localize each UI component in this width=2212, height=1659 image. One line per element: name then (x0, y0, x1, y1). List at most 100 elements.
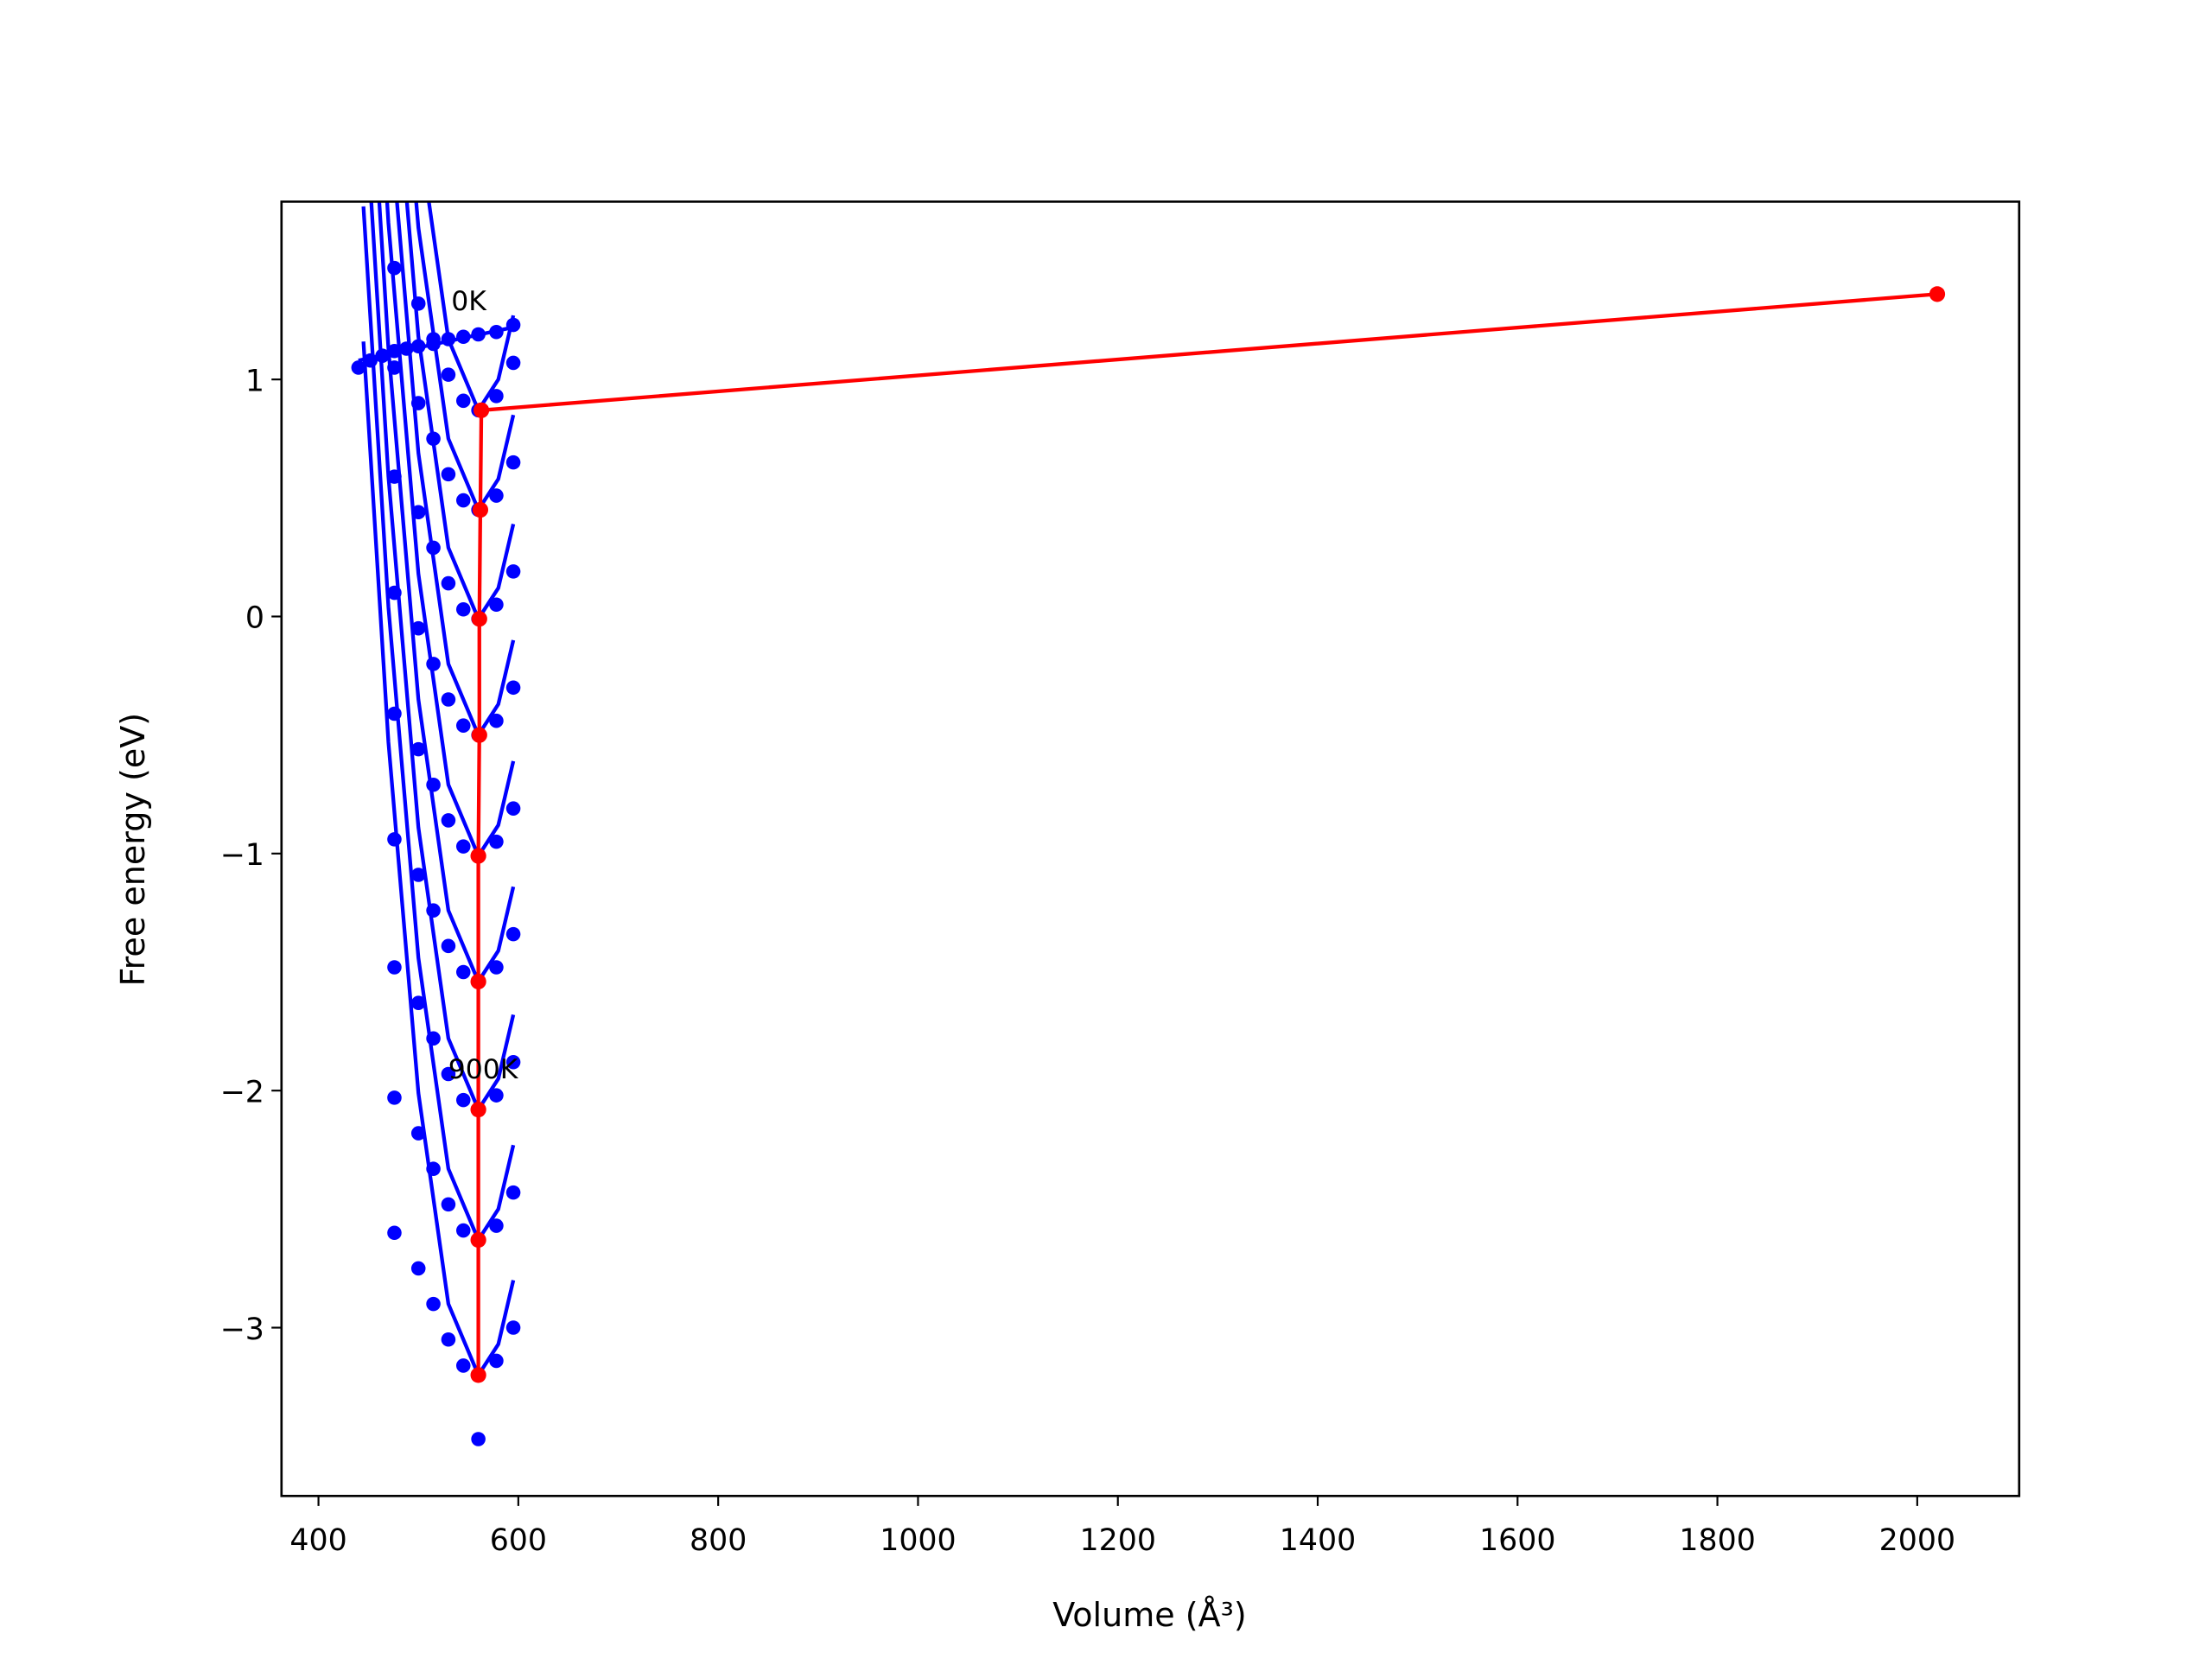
data-point (505, 801, 521, 816)
equilibrium-point (470, 1102, 486, 1118)
data-point (505, 564, 521, 579)
data-point (410, 741, 426, 757)
equilibrium-point (470, 973, 486, 990)
y-axis-label: Free energy (eV) (114, 713, 152, 987)
data-point (489, 960, 504, 975)
equilibrium-point (470, 1367, 486, 1383)
data-point (455, 1092, 471, 1108)
y-tick-label: −2 (220, 1075, 264, 1109)
equilibrium-point (471, 611, 487, 627)
data-point (441, 1066, 456, 1082)
data-point (455, 493, 471, 508)
data-point (426, 777, 441, 792)
data-point (426, 332, 441, 346)
data-point (505, 317, 521, 333)
data-point (410, 396, 426, 410)
fit-curve (404, 201, 516, 621)
equilibrium-point (470, 1231, 486, 1249)
fit-curve (361, 341, 516, 1377)
x-tick-label: 1600 (1479, 1523, 1555, 1558)
data-point (441, 367, 456, 382)
data-point (455, 1358, 471, 1373)
annotation: 0K (451, 286, 487, 317)
equilibrium-point (473, 402, 490, 418)
equilibrium-point (1929, 286, 1946, 302)
fit-curve (385, 201, 516, 858)
data-point (489, 713, 504, 728)
data-point (505, 926, 521, 942)
y-tick-label: −1 (220, 838, 264, 873)
data-point (387, 706, 402, 721)
data-point (426, 540, 441, 556)
data-point (387, 260, 402, 276)
equilibrium-line (476, 292, 1938, 1376)
data-point (489, 834, 504, 849)
data-point (426, 1161, 441, 1176)
data-point (489, 389, 504, 404)
data-point (410, 339, 426, 354)
equilibrium-point (470, 848, 486, 864)
data-point (441, 692, 456, 707)
data-point (441, 813, 456, 828)
x-tick-label: 1800 (1679, 1523, 1755, 1558)
data-point (489, 1088, 504, 1103)
y-tick-label: 1 (245, 364, 264, 398)
data-point (471, 1432, 486, 1446)
fit-curve (361, 206, 516, 1243)
data-point (505, 1054, 521, 1070)
data-point (441, 1197, 456, 1212)
x-axis-label: Volume (Å³) (1052, 1596, 1247, 1634)
x-tick-label: 1000 (880, 1523, 956, 1558)
data-point (387, 469, 402, 484)
data-point (387, 343, 402, 359)
data-point (375, 348, 390, 363)
data-point (455, 964, 471, 980)
x-tick-label: 400 (289, 1523, 346, 1558)
data-point (426, 1296, 441, 1312)
data-point (505, 355, 521, 371)
data-point (426, 657, 441, 671)
data-point (387, 960, 402, 975)
x-tick-label: 1400 (1280, 1523, 1356, 1558)
data-point (387, 832, 402, 847)
plot-area (351, 201, 1946, 1446)
data-point (426, 1031, 441, 1046)
data-point (351, 360, 366, 375)
data-point (441, 467, 456, 482)
fit-curve (414, 201, 516, 512)
data-point (426, 903, 441, 918)
data-point (441, 575, 456, 591)
data-point (387, 360, 402, 375)
data-point (455, 718, 471, 733)
x-tick-label: 1200 (1080, 1523, 1156, 1558)
y-tick-label: 0 (245, 601, 264, 636)
data-point (399, 341, 414, 356)
data-point (410, 868, 426, 882)
data-point (455, 839, 471, 854)
equilibrium-point (471, 727, 487, 743)
x-tick-label: 600 (490, 1523, 547, 1558)
data-point (505, 1320, 521, 1335)
data-point (387, 1090, 402, 1105)
data-point (455, 329, 471, 345)
data-point (441, 938, 456, 954)
data-point (455, 601, 471, 617)
data-point (410, 620, 426, 636)
equilibrium-point (472, 501, 489, 518)
data-point (489, 597, 504, 613)
data-point (505, 680, 521, 696)
axes-frame (280, 200, 2021, 1497)
annotation: 900K (448, 1054, 519, 1085)
data-point (455, 393, 471, 409)
data-point (387, 1225, 402, 1241)
data-point (426, 431, 441, 447)
data-point (505, 1185, 521, 1200)
data-point (410, 296, 426, 311)
data-point (471, 327, 486, 342)
data-point (410, 1261, 426, 1276)
data-point (489, 1218, 504, 1233)
data-point (489, 1353, 504, 1369)
